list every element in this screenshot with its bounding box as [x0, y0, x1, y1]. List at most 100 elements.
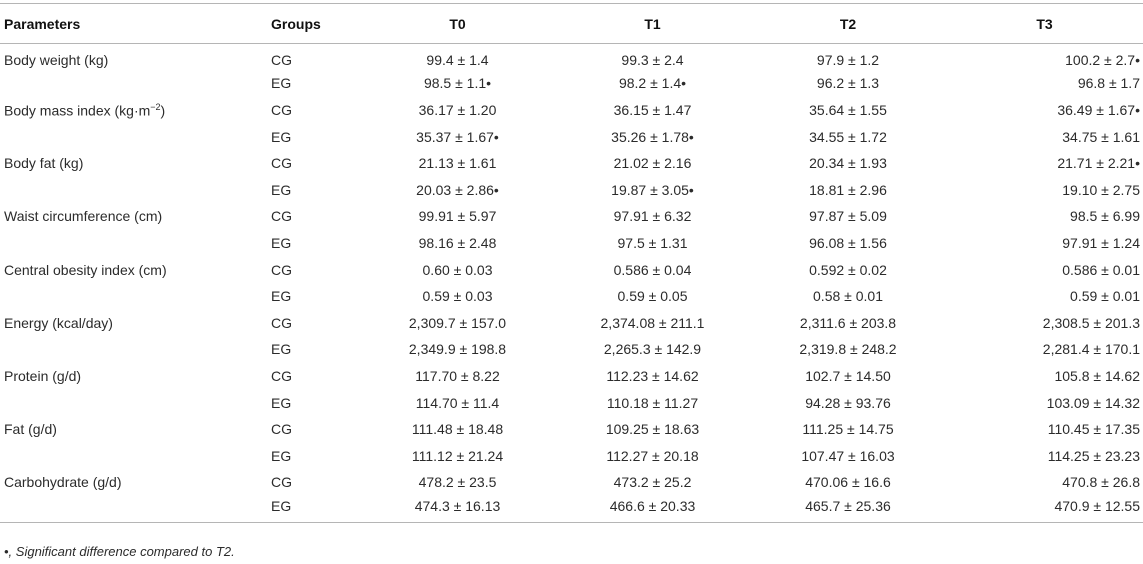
value-cell-t0: 20.03 ± 2.86•: [416, 181, 499, 198]
table-footnote: •, Significant difference compared to T2…: [4, 544, 235, 559]
table-body: Body weight (kg) CG 99.4 ± 1.4 99.3 ± 2.4 97…: [0, 44, 1143, 523]
parameter-cell: Central obesity index (cm): [0, 256, 265, 283]
table-row: EG 2,349.9 ± 198.8 2,265.3 ± 142.9 2,319.8 …: [0, 336, 1143, 363]
header-t1: T1: [555, 3, 750, 44]
header-parameters: Parameters: [0, 3, 265, 44]
table-row: EG 35.37 ± 1.67• 35.26 ± 1.78• 34.55 ± 1.72…: [0, 123, 1143, 150]
table-row: Body mass index (kg·m−2) CG 36.17 ± 1.20 36…: [0, 97, 1143, 124]
parameter-label: Body weight (kg): [4, 52, 109, 69]
header-groups: Groups: [265, 3, 360, 44]
value-cell-t3: 97.91 ± 1.24: [1062, 234, 1140, 251]
value-cell-t1: 2,265.3 ± 142.9: [603, 341, 702, 358]
parameter-cell: [0, 442, 265, 469]
value-cell-t0: 111.48 ± 18.48: [411, 421, 504, 438]
group-cell: EG: [271, 75, 292, 92]
value-cell-t2: 0.592 ± 0.02: [809, 261, 887, 278]
value-cell-t0: 2,309.7 ± 157.0: [408, 314, 507, 331]
value-cell-t3: 470.8 ± 26.8: [1062, 474, 1140, 491]
table-row: Central obesity index (cm) CG 0.60 ± 0.03 0…: [0, 256, 1143, 283]
value-cell-t1: 97.91 ± 6.32: [613, 208, 692, 225]
value-cell-t3: 110.45 ± 17.35: [1047, 421, 1140, 438]
group-cell: EG: [271, 181, 292, 198]
group-cell: CG: [271, 208, 292, 225]
value-cell-t0: 36.17 ± 1.20: [418, 101, 497, 118]
table-row: Body fat (kg) CG 21.13 ± 1.61 21.02 ± 2.16 2…: [0, 150, 1143, 177]
value-cell-t0: 114.70 ± 11.4: [415, 394, 500, 411]
parameter-cell: [0, 495, 265, 523]
parameter-cell: Body weight (kg): [0, 44, 265, 71]
group-cell: EG: [265, 495, 360, 523]
value-cell-t3: 470.9 ± 12.55: [946, 495, 1143, 523]
value-cell-t3: 96.8 ± 1.7: [1077, 75, 1140, 92]
group-cell: EG: [271, 394, 292, 411]
table-row: Fat (g/d) CG 111.48 ± 18.48 109.25 ± 18.63 1…: [0, 416, 1143, 443]
value-cell-t0: 0.59 ± 0.03: [422, 288, 493, 305]
value-cell-t2: 470.06 ± 16.6: [805, 474, 891, 491]
table-row: Waist circumference (cm) CG 99.91 ± 5.97 97…: [0, 203, 1143, 230]
value-cell-t1: 466.6 ± 20.33: [555, 495, 750, 523]
group-cell: CG: [271, 367, 292, 384]
value-cell-t1: 98.2 ± 1.4•: [618, 75, 687, 92]
value-cell-t0: 99.91 ± 5.97: [418, 208, 497, 225]
group-cell: CG: [271, 155, 292, 172]
table-row: Energy (kcal/day) CG 2,309.7 ± 157.0 2,374.…: [0, 309, 1143, 336]
value-cell-t1: 99.3 ± 2.4: [621, 52, 684, 69]
value-cell-t2: 96.08 ± 1.56: [809, 234, 887, 251]
header-t2: T2: [750, 3, 946, 44]
parameter-label: Protein (g/d): [4, 367, 82, 384]
value-cell-t1: 112.27 ± 20.18: [606, 447, 699, 464]
value-cell-t1: 0.59 ± 0.05: [617, 288, 688, 305]
value-cell-t2: 94.28 ± 93.76: [805, 394, 891, 411]
parameter-cell: Protein (g/d): [0, 363, 265, 390]
value-cell-t1: 97.5 ± 1.31: [617, 234, 688, 251]
value-cell-t2: 97.87 ± 5.09: [809, 208, 887, 225]
value-cell-t2: 2,311.6 ± 203.8: [799, 314, 897, 331]
value-cell-t1: 35.26 ± 1.78•: [611, 128, 694, 145]
parameter-cell: Body fat (kg): [0, 150, 265, 177]
value-cell-t1: 0.586 ± 0.04: [613, 261, 692, 278]
parameter-label: Carbohydrate (g/d): [4, 474, 122, 491]
group-cell: CG: [271, 101, 292, 118]
group-cell: CG: [271, 261, 292, 278]
value-cell-t2: 2,319.8 ± 248.2: [799, 341, 897, 358]
group-cell: CG: [271, 474, 292, 491]
group-cell: CG: [271, 421, 292, 438]
table-row: EG 20.03 ± 2.86• 19.87 ± 3.05• 18.81 ± 2.96…: [0, 176, 1143, 203]
parameter-label-end: ): [160, 102, 166, 119]
group-cell: CG: [271, 314, 292, 331]
value-cell-t2: 465.7 ± 25.36: [750, 495, 946, 523]
parameter-label: Fat (g/d): [4, 421, 57, 438]
group-cell: EG: [271, 234, 292, 251]
value-cell-t3: 100.2 ± 2.7•: [1065, 52, 1140, 69]
value-cell-t1: 2,374.08 ± 211.1: [600, 314, 705, 331]
value-cell-t3: 105.8 ± 14.62: [1054, 367, 1140, 384]
parameter-cell: [0, 389, 265, 416]
value-cell-t0: 117.70 ± 8.22: [415, 367, 500, 384]
group-cell: EG: [271, 447, 292, 464]
value-cell-t0: 35.37 ± 1.67•: [416, 128, 499, 145]
group-cell: EG: [271, 288, 292, 305]
value-cell-t3: 19.10 ± 2.75: [1062, 181, 1140, 198]
parameter-cell: Waist circumference (cm): [0, 203, 265, 230]
value-cell-t3: 21.71 ± 2.21•: [1057, 155, 1140, 172]
value-cell-t2: 97.9 ± 1.2: [816, 52, 880, 69]
parameter-cell: [0, 123, 265, 150]
value-cell-t1: 21.02 ± 2.16: [613, 155, 692, 172]
value-cell-t2: 0.58 ± 0.01: [813, 288, 883, 305]
group-cell: EG: [271, 128, 292, 145]
value-cell-t0: 98.16 ± 2.48: [418, 234, 497, 251]
table-row: EG 98.5 ± 1.1• 98.2 ± 1.4• 96.2 ± 1.3 96.8 ±…: [0, 70, 1143, 97]
value-cell-t0: 0.60 ± 0.03: [422, 261, 493, 278]
parameter-cell: Carbohydrate (g/d): [0, 469, 265, 496]
value-cell-t1: 110.18 ± 11.27: [606, 394, 699, 411]
header-row: Parameters Groups T0 T1 T2 T3: [0, 3, 1143, 44]
value-cell-t2: 96.2 ± 1.3: [816, 75, 880, 92]
value-cell-t0: 474.3 ± 16.13: [360, 495, 555, 523]
parameter-cell: Body mass index (kg·m−2): [0, 97, 265, 124]
parameter-superscript: −2: [150, 101, 161, 112]
table-row: Body weight (kg) CG 99.4 ± 1.4 99.3 ± 2.4 97…: [0, 44, 1143, 71]
value-cell-t3: 36.49 ± 1.67•: [1057, 101, 1140, 118]
table-row: EG 98.16 ± 2.48 97.5 ± 1.31 96.08 ± 1.56 97.…: [0, 230, 1143, 257]
parameter-label: Central obesity index (cm): [4, 261, 167, 278]
